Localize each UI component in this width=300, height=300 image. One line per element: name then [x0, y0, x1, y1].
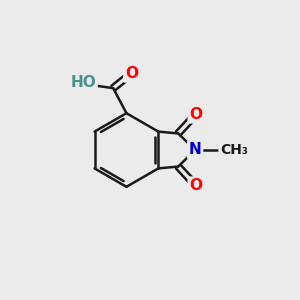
Text: O: O — [189, 178, 203, 193]
Text: N: N — [189, 142, 202, 158]
Text: HO: HO — [70, 75, 96, 90]
Text: CH₃: CH₃ — [220, 143, 248, 157]
Text: O: O — [125, 66, 138, 81]
Text: O: O — [189, 107, 203, 122]
